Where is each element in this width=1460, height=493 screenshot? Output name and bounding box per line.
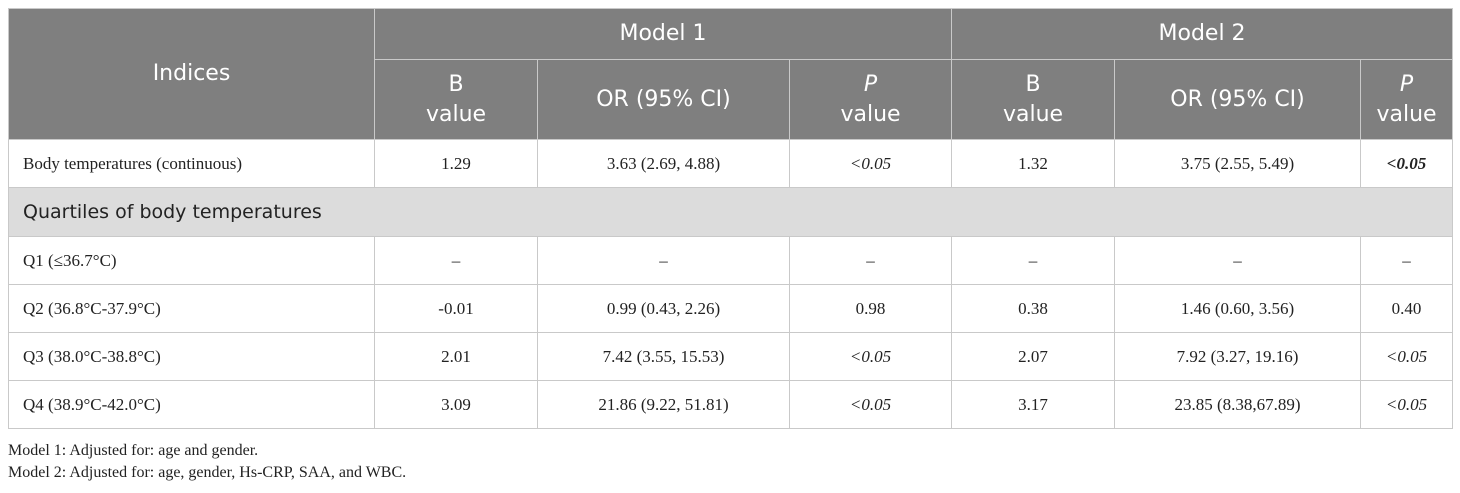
row-label: Body temperatures (continuous) (8, 139, 375, 188)
model2-header: Model 2 (951, 8, 1454, 60)
footnote-model2: Model 2: Adjusted for: age, gender, Hs-C… (8, 464, 407, 481)
m1-p-value: 0.98 (788, 284, 953, 333)
m1-b-value: – (374, 236, 538, 285)
row-label: Q4 (38.9°C-42.0°C) (8, 380, 375, 429)
m2-p-value: <0.05 (1360, 139, 1454, 188)
m2-b-value: 3.17 (951, 380, 1116, 429)
m1-b-value: 2.01 (374, 332, 538, 381)
m2-p-value: – (1360, 236, 1454, 285)
m1-or: 0.99 (0.43, 2.26) (537, 284, 790, 333)
section-label: Quartiles of body temperatures (7, 187, 1454, 237)
m2-b-value: 0.38 (951, 284, 1116, 333)
m1-b-value: 1.29 (374, 139, 538, 188)
m1-or: 21.86 (9.22, 51.81) (537, 380, 790, 429)
m2-or-header: OR (95% CI) (1114, 59, 1362, 140)
m2-or: 7.92 (3.27, 19.16) (1114, 332, 1362, 381)
table-row: Q2 (36.8°C-37.9°C) -0.01 0.99 (0.43, 2.2… (8, 284, 1454, 333)
m2-b-value: – (951, 236, 1116, 285)
model1-header: Model 1 (373, 8, 953, 60)
table-row: Body temperatures (continuous) 1.29 3.63… (8, 139, 1454, 188)
footnote-model1: Model 1: Adjusted for: age and gender. (8, 442, 259, 459)
m2-or: – (1114, 236, 1362, 285)
m2-b-value: 2.07 (951, 332, 1116, 381)
m2-or: 3.75 (2.55, 5.49) (1114, 139, 1362, 188)
table-footnotes: Model 1: Adjusted for: age and gender. M… (8, 440, 406, 484)
m1-b-value: -0.01 (374, 284, 538, 333)
row-label: Q1 (≤36.7°C) (8, 236, 375, 285)
row-label: Q3 (38.0°C-38.8°C) (8, 332, 375, 381)
m1-or: 3.63 (2.69, 4.88) (537, 139, 790, 188)
m2-or: 1.46 (0.60, 3.56) (1114, 284, 1362, 333)
m1-b-value: 3.09 (374, 380, 538, 429)
m2-or: 23.85 (8.38,67.89) (1114, 380, 1362, 429)
m1-p-value: <0.05 (788, 332, 953, 381)
m1-or: 7.42 (3.55, 15.53) (537, 332, 790, 381)
m2-p-value: <0.05 (1360, 380, 1454, 429)
m1-or-header: OR (95% CI) (537, 59, 790, 140)
table-row: Q4 (38.9°C-42.0°C) 3.09 21.86 (9.22, 51.… (8, 380, 1454, 429)
indices-header: Indices (8, 8, 375, 140)
row-label: Q2 (36.8°C-37.9°C) (8, 284, 375, 333)
m2-p-value: <0.05 (1360, 332, 1454, 381)
table-row: Q1 (≤36.7°C) – – – – – – (8, 236, 1454, 285)
m1-p-value: <0.05 (788, 380, 953, 429)
m2-p-value: 0.40 (1360, 284, 1454, 333)
m1-or: – (537, 236, 790, 285)
m1-p-value: <0.05 (788, 139, 953, 188)
section-row: Quartiles of body temperatures (7, 187, 1454, 237)
table-row: Q3 (38.0°C-38.8°C) 2.01 7.42 (3.55, 15.5… (8, 332, 1454, 381)
m2-b-value: 1.32 (951, 139, 1116, 188)
m1-p-value: – (788, 236, 953, 285)
